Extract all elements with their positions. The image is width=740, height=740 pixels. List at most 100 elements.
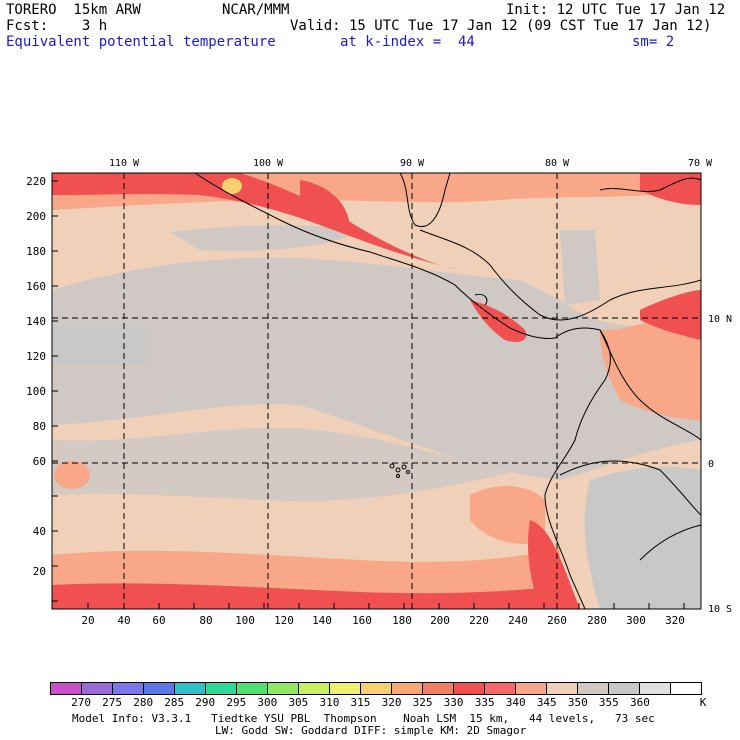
pacific-coast-south-america (544, 327, 611, 609)
cuba-coast (599, 177, 701, 192)
colorbar-label: 340 (505, 696, 526, 709)
colorbar-swatch (485, 683, 516, 694)
level-label: at k-index = 44 (340, 34, 475, 50)
galapagos-island-5 (406, 470, 410, 474)
colorbar-labels: 270 275 280 285 290 295 300 305 310 315 320 325 330 3… (0, 696, 740, 710)
colorbar-unit: K (699, 696, 707, 709)
colorbar-label: 360 (629, 696, 650, 709)
field-band-335-mexico (52, 173, 460, 270)
pacific-coast-central-america (194, 173, 556, 339)
graticule (52, 173, 701, 609)
colorbar-label: 330 (443, 696, 464, 709)
colorbar-swatch (578, 683, 609, 694)
x-tick-140: 140 (312, 614, 332, 627)
colorbar-swatch (361, 683, 392, 694)
galapagos-island-3 (401, 464, 407, 470)
y-tick-100: 100 (26, 385, 46, 398)
galapagos-island-2 (395, 467, 401, 473)
colorbar-label: 295 (226, 696, 247, 709)
colorbar-swatch (175, 683, 206, 694)
theta-e-field (52, 173, 701, 609)
x-tick-160: 160 (352, 614, 372, 627)
peru-brazil-border (639, 524, 701, 561)
y-tick-20: 20 (33, 565, 46, 578)
colorbar-swatch (516, 683, 547, 694)
x-tick-20: 20 (81, 614, 94, 627)
y-tick-140: 140 (26, 315, 46, 328)
colorbar-swatch (113, 683, 144, 694)
colorbar-label: 305 (288, 696, 309, 709)
y-tick-220: 220 (26, 175, 46, 188)
colorbar-swatch (330, 683, 361, 694)
x-tick-180: 180 (392, 614, 412, 627)
x-tick-120: 120 (274, 614, 294, 627)
field-band-350-south (52, 427, 520, 502)
organization-label: NCAR/MMM (222, 2, 290, 18)
colorbar-swatch (206, 683, 237, 694)
colorbar-label: 270 (71, 696, 91, 709)
lon-label-80w: 80 W (545, 158, 570, 169)
axis-ticks (52, 180, 685, 609)
x-tick-260: 260 (547, 614, 567, 627)
field-band-335-peru-coast (528, 520, 580, 609)
colorbar-label: 315 (350, 696, 371, 709)
x-tick-320: 320 (665, 614, 685, 627)
field-band-340-coast (470, 485, 545, 544)
colorbar-label: 275 (102, 696, 123, 709)
model-title: TORERO 15km ARW (6, 2, 141, 18)
x-tick-60: 60 (152, 614, 165, 627)
field-name: Equivalent potential temperature (6, 34, 276, 50)
field-cell-325-peak (222, 178, 242, 194)
colorbar-swatch (144, 683, 175, 694)
model-info-line-1: Model Info: V3.3.1 Tiedtke YSU PBL Thomp… (72, 712, 655, 725)
field-cell-340-west (54, 461, 90, 489)
field-cell-335-mexico (300, 180, 350, 231)
x-tick-80: 80 (199, 614, 212, 627)
field-band-350-caribbean (560, 230, 600, 305)
lake-nicaragua (474, 293, 488, 306)
y-tick-120: 120 (26, 350, 46, 363)
lat-label-10n: 10 N (708, 314, 732, 325)
colombia-border (599, 329, 701, 441)
x-tick-200: 200 (430, 614, 450, 627)
lat-label-equator: 0 (708, 459, 714, 470)
galapagos-island-4 (396, 474, 400, 478)
y-tick-160: 160 (26, 280, 46, 293)
colorbar-swatch (609, 683, 640, 694)
field-band-355-west (52, 328, 145, 365)
colorbar-swatch (640, 683, 671, 694)
lon-label-110w: 110 W (109, 158, 140, 169)
colorbar-label: 285 (164, 696, 185, 709)
field-band-350-north (170, 225, 360, 251)
colorbar-swatch (299, 683, 330, 694)
y-tick-80: 80 (33, 420, 46, 433)
galapagos-island-1 (389, 463, 395, 469)
colorbar-swatch (51, 683, 82, 694)
x-tick-300: 300 (626, 614, 646, 627)
map-panel: 110 W 100 W 90 W 80 W 70 W 10 N 0 10 S 2… (26, 158, 732, 627)
lon-label-90w: 90 W (400, 158, 425, 169)
colorbar-swatch (82, 683, 113, 694)
x-tick-220: 220 (469, 614, 489, 627)
y-tick-180: 180 (26, 245, 46, 258)
y-tick-60: 60 (33, 455, 46, 468)
x-tick-100: 100 (235, 614, 255, 627)
yucatan-coast (399, 173, 451, 228)
colorbar-swatch (423, 683, 454, 694)
field-cell-335-gulf (640, 173, 701, 205)
field-band-335-south (52, 583, 560, 609)
colorbar-swatch (454, 683, 485, 694)
caribbean-coast (419, 229, 701, 321)
ecuador-peru-border (559, 460, 701, 516)
x-tick-240: 240 (508, 614, 528, 627)
colorbar-label: 345 (536, 696, 557, 709)
colorbar-label: 290 (195, 696, 216, 709)
forecast-hour: Fcst: 3 h (6, 18, 108, 34)
x-tick-40: 40 (117, 614, 130, 627)
field-band-355-peru (584, 466, 701, 609)
colorbar-swatch (547, 683, 578, 694)
valid-time: Valid: 15 UTC Tue 17 Jan 12 (09 CST Tue … (290, 18, 712, 34)
model-info-line-2: LW: Godd SW: Goddard DIFF: simple KM: 2D… (215, 724, 527, 737)
colorbar-swatch (392, 683, 423, 694)
colorbar-label: 310 (319, 696, 340, 709)
